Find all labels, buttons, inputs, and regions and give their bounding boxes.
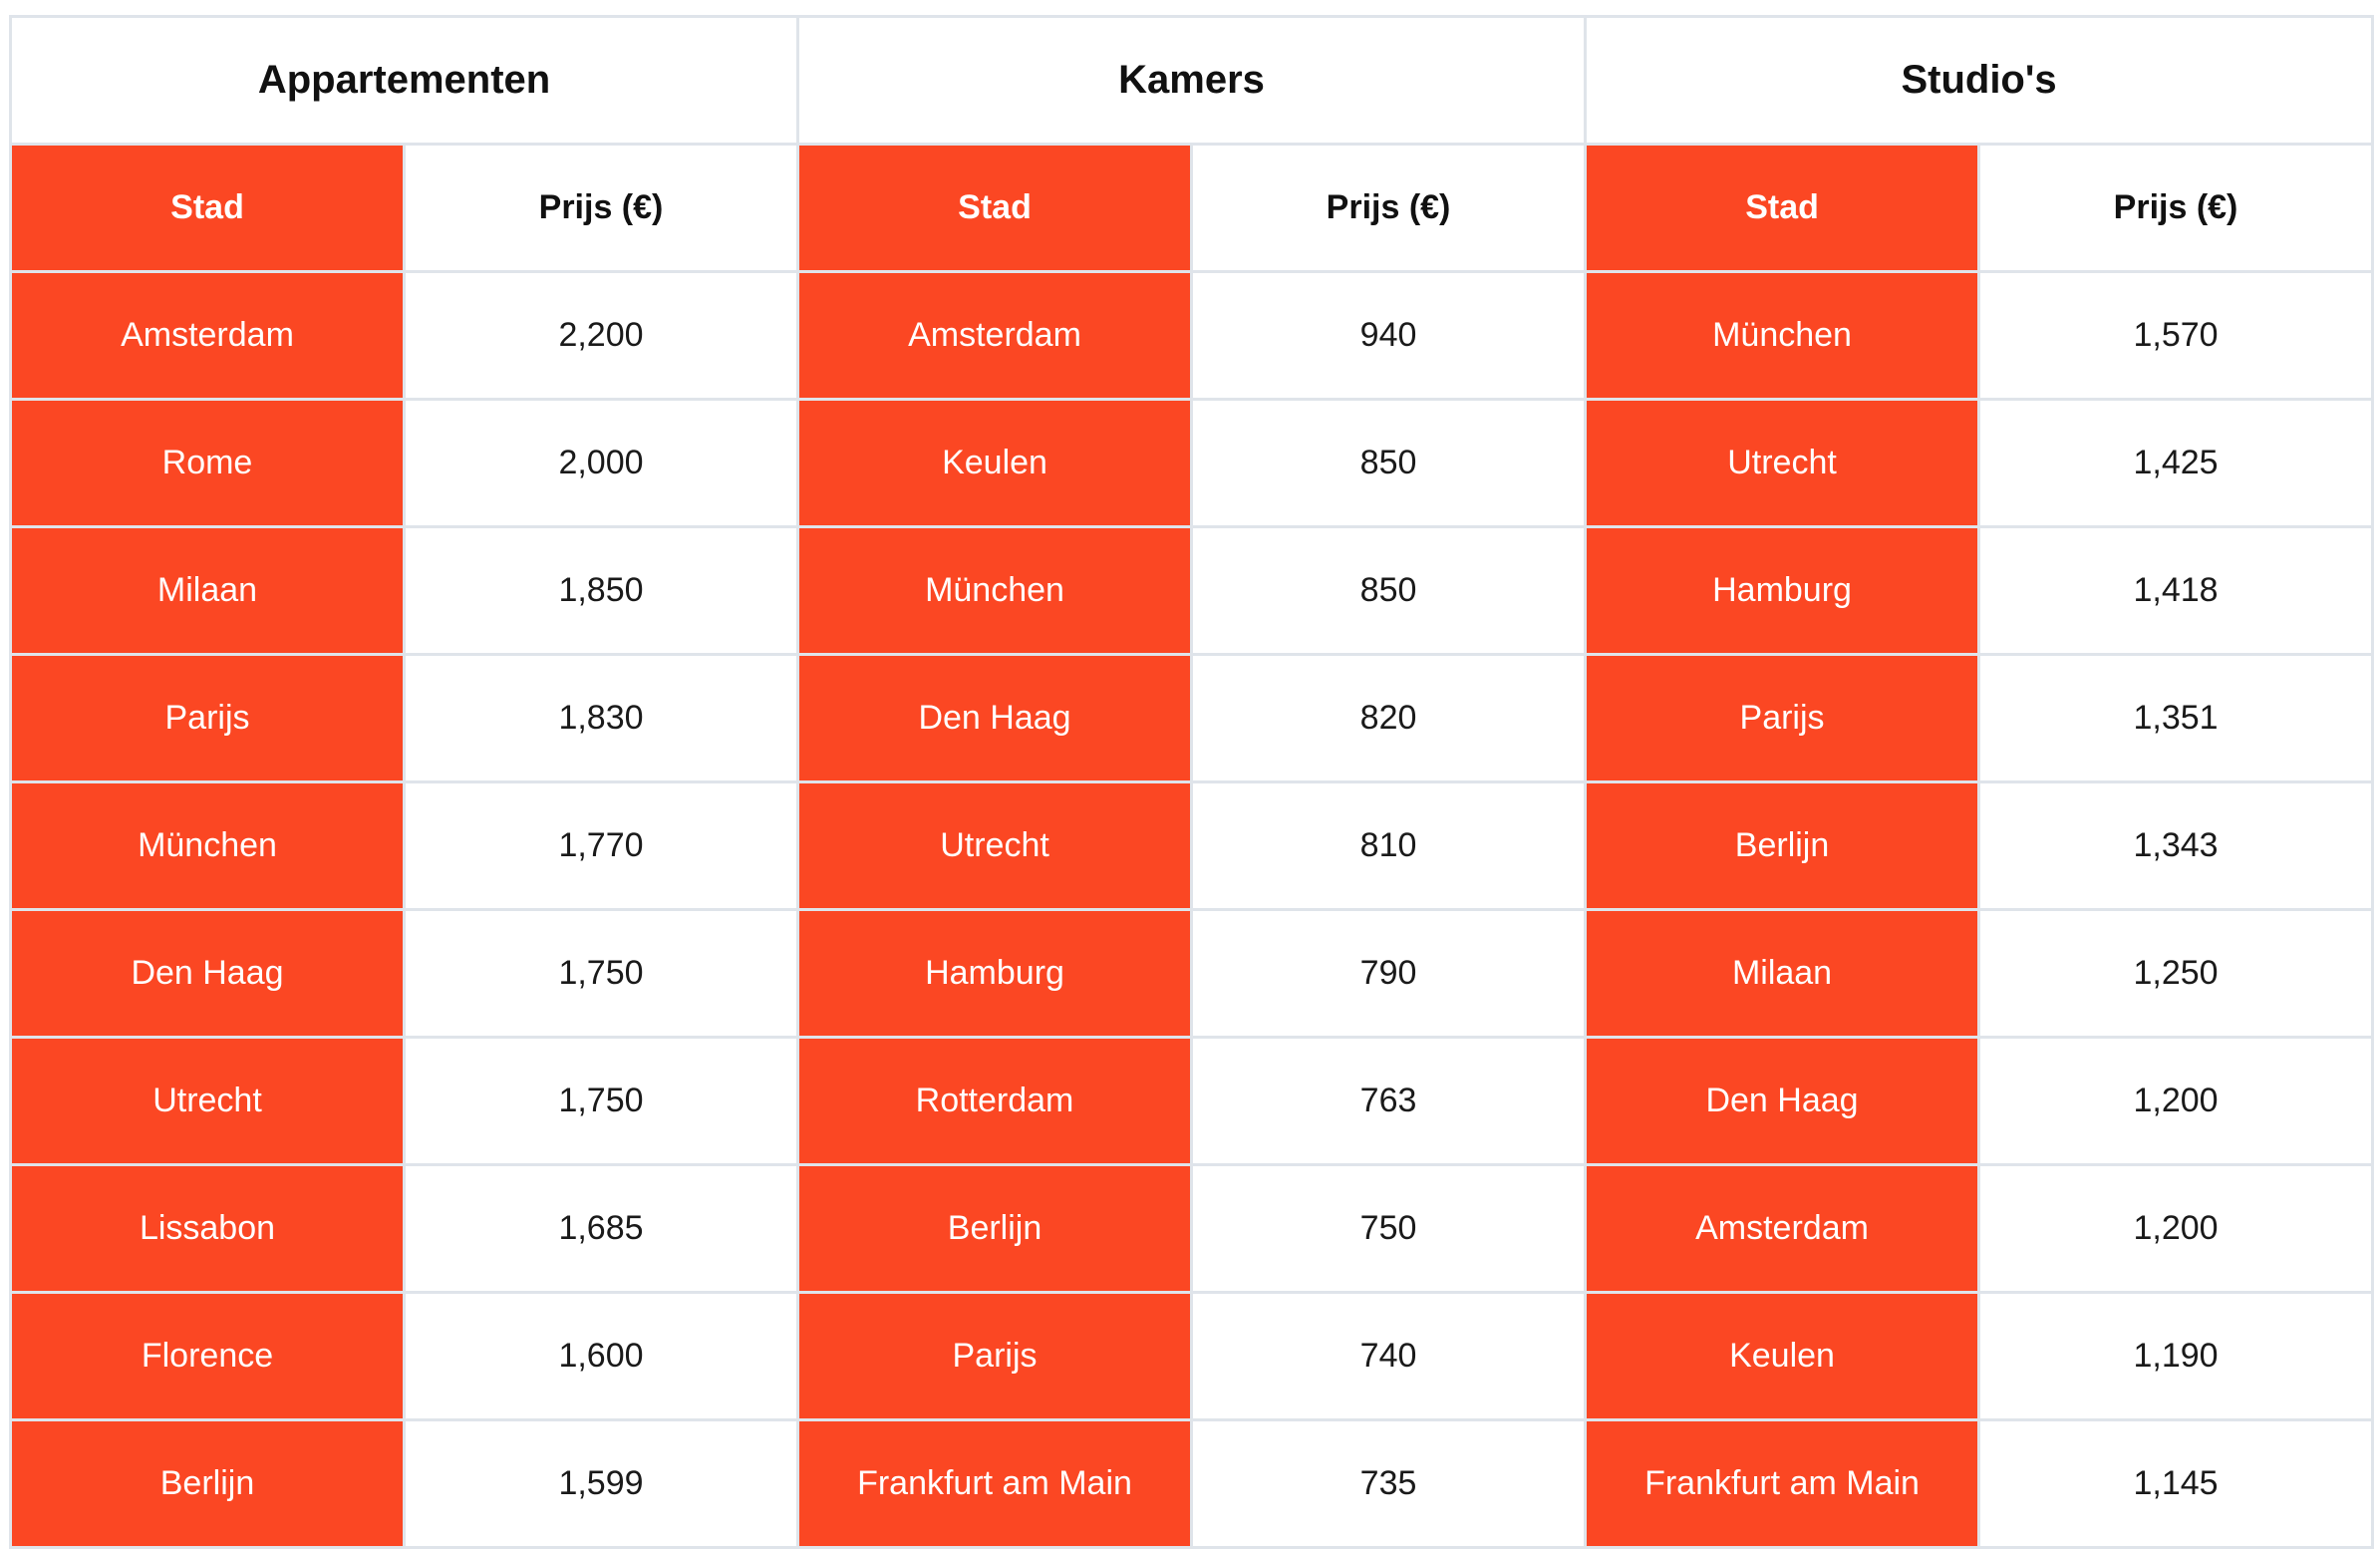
column-header-city: Stad xyxy=(9,143,406,273)
price-cell: 1,190 xyxy=(1977,1291,2375,1421)
city-cell: Den Haag xyxy=(1584,1036,1981,1166)
price-cell: 2,200 xyxy=(402,270,800,401)
city-cell: Berlijn xyxy=(9,1418,406,1549)
table-row: Utrecht 1,750 Rotterdam 763 Den Haag 1,2… xyxy=(9,1036,2375,1166)
city-cell: Florence xyxy=(9,1291,406,1421)
column-header-city: Stad xyxy=(796,143,1194,273)
price-cell: 740 xyxy=(1190,1291,1588,1421)
price-cell: 1,770 xyxy=(402,780,800,911)
city-cell: Parijs xyxy=(796,1291,1194,1421)
price-cell: 763 xyxy=(1190,1036,1588,1166)
city-cell: Amsterdam xyxy=(9,270,406,401)
city-cell: Utrecht xyxy=(1584,398,1981,528)
price-cell: 1,351 xyxy=(1977,653,2375,783)
city-cell: Milaan xyxy=(1584,908,1981,1039)
price-cell: 1,145 xyxy=(1977,1418,2375,1549)
group-title-appartementen: Appartementen xyxy=(8,15,800,146)
table-row: Florence 1,600 Parijs 740 Keulen 1,190 xyxy=(9,1291,2375,1421)
price-cell: 1,418 xyxy=(1977,525,2375,656)
group-title-kamers: Kamers xyxy=(796,15,1588,146)
city-cell: Hamburg xyxy=(1584,525,1981,656)
group-title-studios: Studio's xyxy=(1584,15,2375,146)
city-cell: Amsterdam xyxy=(796,270,1194,401)
price-cell: 1,750 xyxy=(402,1036,800,1166)
price-cell: 850 xyxy=(1190,398,1588,528)
column-header-row: Stad Prijs (€) Stad Prijs (€) Stad Prijs… xyxy=(9,143,2375,273)
city-cell: Hamburg xyxy=(796,908,1194,1039)
city-cell: Frankfurt am Main xyxy=(1584,1418,1981,1549)
table-row: Parijs 1,830 Den Haag 820 Parijs 1,351 xyxy=(9,653,2375,783)
price-cell: 850 xyxy=(1190,525,1588,656)
price-cell: 1,250 xyxy=(1977,908,2375,1039)
table-row: Amsterdam 2,200 Amsterdam 940 München 1,… xyxy=(9,270,2375,401)
city-cell: Keulen xyxy=(796,398,1194,528)
price-cell: 1,750 xyxy=(402,908,800,1039)
city-cell: München xyxy=(796,525,1194,656)
price-cell: 2,000 xyxy=(402,398,800,528)
city-cell: Berlijn xyxy=(796,1163,1194,1294)
column-header-price: Prijs (€) xyxy=(1977,143,2375,273)
price-cell: 1,200 xyxy=(1977,1036,2375,1166)
price-cell: 940 xyxy=(1190,270,1588,401)
price-cell: 1,425 xyxy=(1977,398,2375,528)
city-cell: Berlijn xyxy=(1584,780,1981,911)
city-cell: Amsterdam xyxy=(1584,1163,1981,1294)
city-cell: Den Haag xyxy=(796,653,1194,783)
table-row: Rome 2,000 Keulen 850 Utrecht 1,425 xyxy=(9,398,2375,528)
table-row: Lissabon 1,685 Berlijn 750 Amsterdam 1,2… xyxy=(9,1163,2375,1294)
city-cell: Utrecht xyxy=(9,1036,406,1166)
table-row: München 1,770 Utrecht 810 Berlijn 1,343 xyxy=(9,780,2375,911)
table-row: Berlijn 1,599 Frankfurt am Main 735 Fran… xyxy=(9,1418,2375,1549)
rental-prices-table: Appartementen Kamers Studio's Stad Prijs… xyxy=(8,15,2375,1549)
city-cell: Parijs xyxy=(9,653,406,783)
price-cell: 820 xyxy=(1190,653,1588,783)
city-cell: Utrecht xyxy=(796,780,1194,911)
price-cell: 1,599 xyxy=(402,1418,800,1549)
column-header-price: Prijs (€) xyxy=(1190,143,1588,273)
city-cell: Parijs xyxy=(1584,653,1981,783)
price-cell: 790 xyxy=(1190,908,1588,1039)
table-row: Milaan 1,850 München 850 Hamburg 1,418 xyxy=(9,525,2375,656)
price-cell: 810 xyxy=(1190,780,1588,911)
city-cell: München xyxy=(1584,270,1981,401)
price-cell: 1,850 xyxy=(402,525,800,656)
column-header-price: Prijs (€) xyxy=(402,143,800,273)
group-header-row: Appartementen Kamers Studio's xyxy=(8,15,2375,146)
city-cell: Keulen xyxy=(1584,1291,1981,1421)
city-cell: Milaan xyxy=(9,525,406,656)
price-cell: 1,570 xyxy=(1977,270,2375,401)
city-cell: München xyxy=(9,780,406,911)
price-cell: 735 xyxy=(1190,1418,1588,1549)
price-cell: 1,830 xyxy=(402,653,800,783)
city-cell: Rotterdam xyxy=(796,1036,1194,1166)
price-cell: 1,343 xyxy=(1977,780,2375,911)
table-row: Den Haag 1,750 Hamburg 790 Milaan 1,250 xyxy=(9,908,2375,1039)
city-cell: Frankfurt am Main xyxy=(796,1418,1194,1549)
city-cell: Den Haag xyxy=(9,908,406,1039)
price-cell: 1,685 xyxy=(402,1163,800,1294)
price-cell: 750 xyxy=(1190,1163,1588,1294)
city-cell: Rome xyxy=(9,398,406,528)
city-cell: Lissabon xyxy=(9,1163,406,1294)
column-header-city: Stad xyxy=(1584,143,1981,273)
price-cell: 1,200 xyxy=(1977,1163,2375,1294)
price-cell: 1,600 xyxy=(402,1291,800,1421)
